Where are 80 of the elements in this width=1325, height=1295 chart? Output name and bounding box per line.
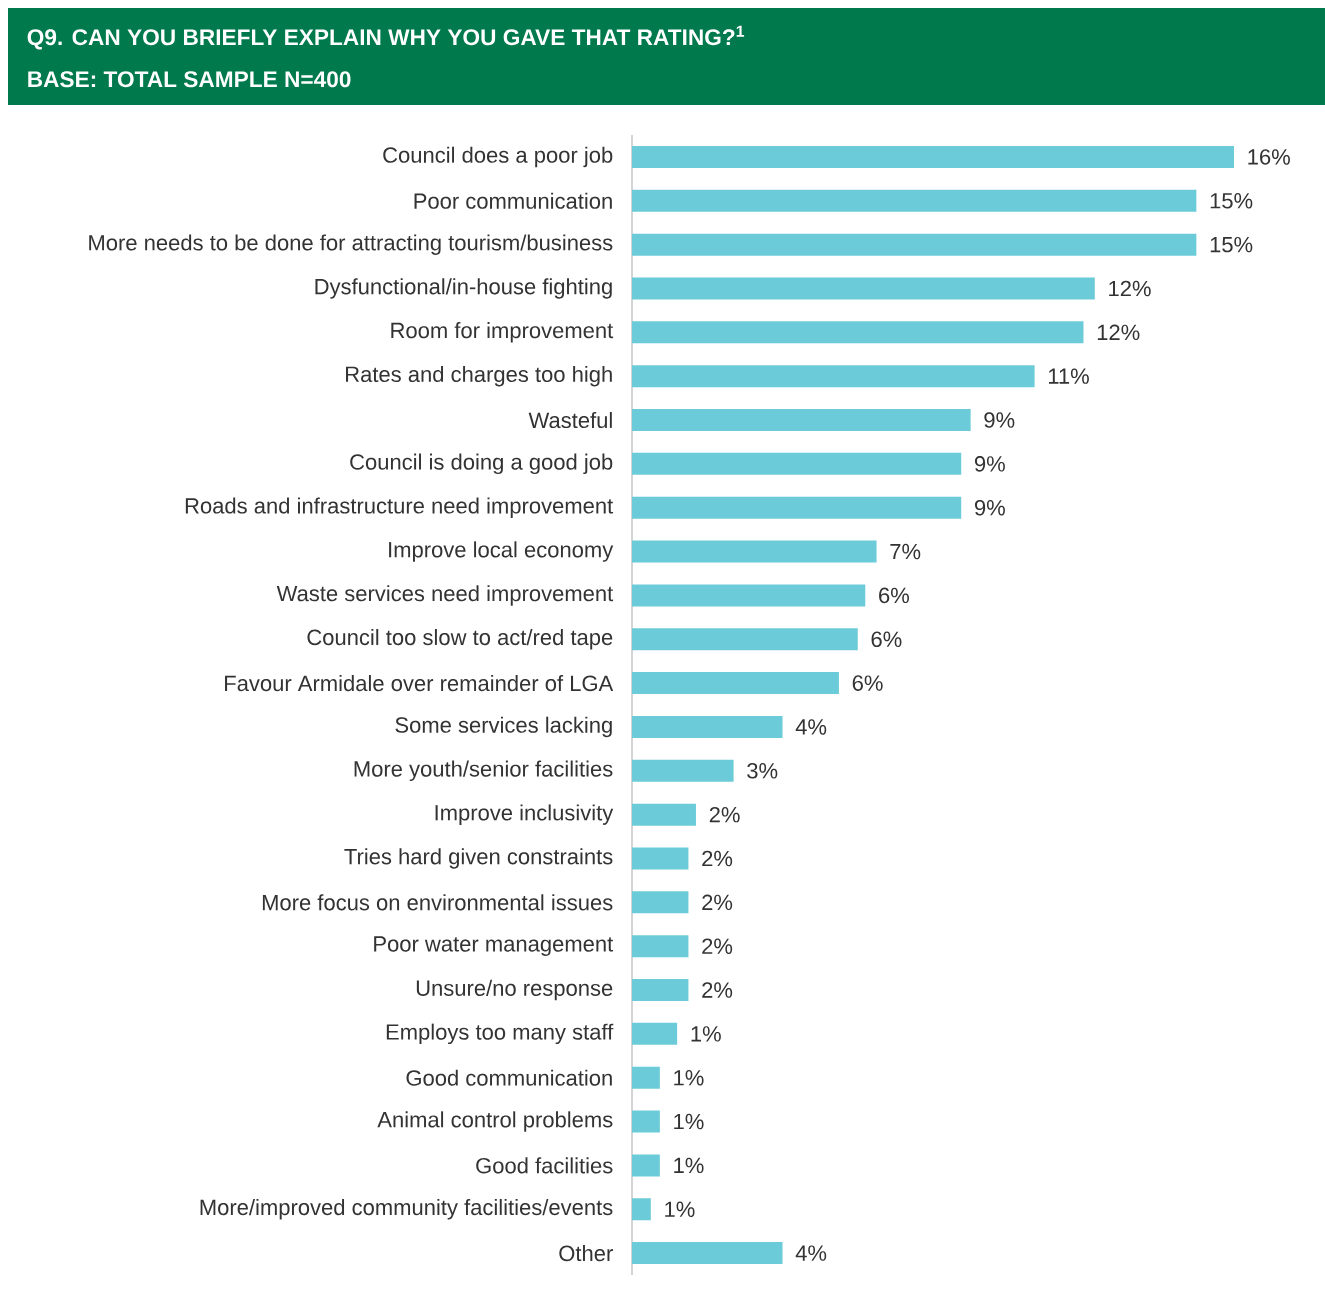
bar xyxy=(632,452,962,475)
y-tick-label: More needs to be done for attracting tourism/business xyxy=(89,234,613,255)
data-label: 1% xyxy=(665,1201,695,1217)
data-label: 4% xyxy=(795,719,827,735)
data-label: 2% xyxy=(702,894,733,911)
text: BASE: TOTAL SAMPLE N=400 xyxy=(28,71,351,88)
y-tick-label: Some services lacking xyxy=(395,716,612,738)
y-tick-label: Council is doing a good job xyxy=(350,453,613,475)
y-tick-label: Good facilities xyxy=(476,1157,613,1174)
data-label: 1% xyxy=(674,1070,704,1086)
data-label: 12% xyxy=(1109,280,1151,297)
data-label: 1% xyxy=(674,1157,704,1174)
data-label: 2% xyxy=(702,850,733,867)
bar xyxy=(632,189,1197,212)
y-tick-label: Dysfunctional/in-house fighting xyxy=(315,278,612,299)
bar xyxy=(632,1154,660,1177)
data-label: 1% xyxy=(691,1026,721,1042)
bar xyxy=(632,847,689,870)
bar xyxy=(632,979,689,1002)
bar xyxy=(632,584,866,607)
bar xyxy=(632,1066,660,1089)
bar xyxy=(632,540,877,563)
bar xyxy=(632,496,962,519)
data-label: 9% xyxy=(974,456,1005,472)
text: Q9. CAN YOU BRIEFLY EXPLAIN WHY YOU GAVE THAT RATING?$^{1}$ xyxy=(27,25,745,50)
bar xyxy=(632,145,1234,168)
y-tick-label: Roads and infrastructure need improvement xyxy=(185,497,614,518)
bar xyxy=(632,409,971,432)
y-tick-label: Wasteful xyxy=(528,411,612,429)
y-tick-label: Poor water management xyxy=(374,936,614,957)
y-tick-label: Good communication xyxy=(406,1069,612,1086)
data-label: 4% xyxy=(795,1245,827,1261)
bar xyxy=(632,233,1197,256)
y-tick-label: Room for improvement xyxy=(391,322,614,343)
bar xyxy=(632,1242,783,1265)
y-tick-label: Animal control problems xyxy=(377,1111,613,1132)
data-label: 2% xyxy=(709,806,740,823)
data-label: 9% xyxy=(984,412,1015,428)
y-tick-label: More youth/senior facilities xyxy=(354,760,613,782)
y-tick-label: More focus on environmental issues xyxy=(262,894,613,911)
data-label: 15% xyxy=(1210,193,1253,209)
bar xyxy=(632,891,689,914)
data-label: 6% xyxy=(879,587,909,604)
bar xyxy=(632,1198,651,1221)
y-tick-label: Unsure/no response xyxy=(416,979,613,1001)
data-label: 11% xyxy=(1048,368,1089,384)
data-label: 6% xyxy=(871,631,902,648)
bar xyxy=(632,1110,660,1133)
y-tick-label: Tries hard given constraints xyxy=(344,848,613,869)
y-tick-label: More/improved community facilities/events xyxy=(200,1199,613,1220)
y-tick-label: Other xyxy=(559,1245,613,1262)
bar xyxy=(632,715,783,738)
data-label: 9% xyxy=(974,499,1005,516)
y-tick-label: Council does a poor job xyxy=(383,146,613,168)
y-tick-label: Favour Armidale over remainder of LGA xyxy=(225,675,614,692)
bar xyxy=(632,672,839,695)
bar xyxy=(632,1022,678,1045)
data-label: 1% xyxy=(674,1113,704,1130)
data-label: 2% xyxy=(702,938,733,954)
bar xyxy=(632,803,696,826)
data-label: 6% xyxy=(852,675,883,691)
y-tick-label: Improve local economy xyxy=(389,541,614,562)
y-tick-label: Employs too many staff xyxy=(386,1023,614,1045)
data-label: 3% xyxy=(747,762,778,779)
y-tick-label: Waste services need improvement xyxy=(276,585,614,606)
y-tick-label: Rates and charges too high xyxy=(346,365,612,387)
bar xyxy=(632,277,1095,300)
data-label: 7% xyxy=(890,543,921,560)
y-tick-label: Council too slow to act/red tape xyxy=(307,629,613,650)
y-tick-label: Poor communication xyxy=(414,192,612,209)
y-tick-label: Improve inclusivity xyxy=(435,804,614,825)
bar xyxy=(632,935,689,958)
bar xyxy=(632,365,1035,388)
data-label: 16% xyxy=(1248,149,1290,165)
data-label: 12% xyxy=(1097,324,1140,341)
data-label: 2% xyxy=(702,982,733,998)
bar xyxy=(632,321,1084,344)
bar xyxy=(632,628,858,651)
data-label: 15% xyxy=(1210,236,1253,253)
bar xyxy=(632,759,734,782)
